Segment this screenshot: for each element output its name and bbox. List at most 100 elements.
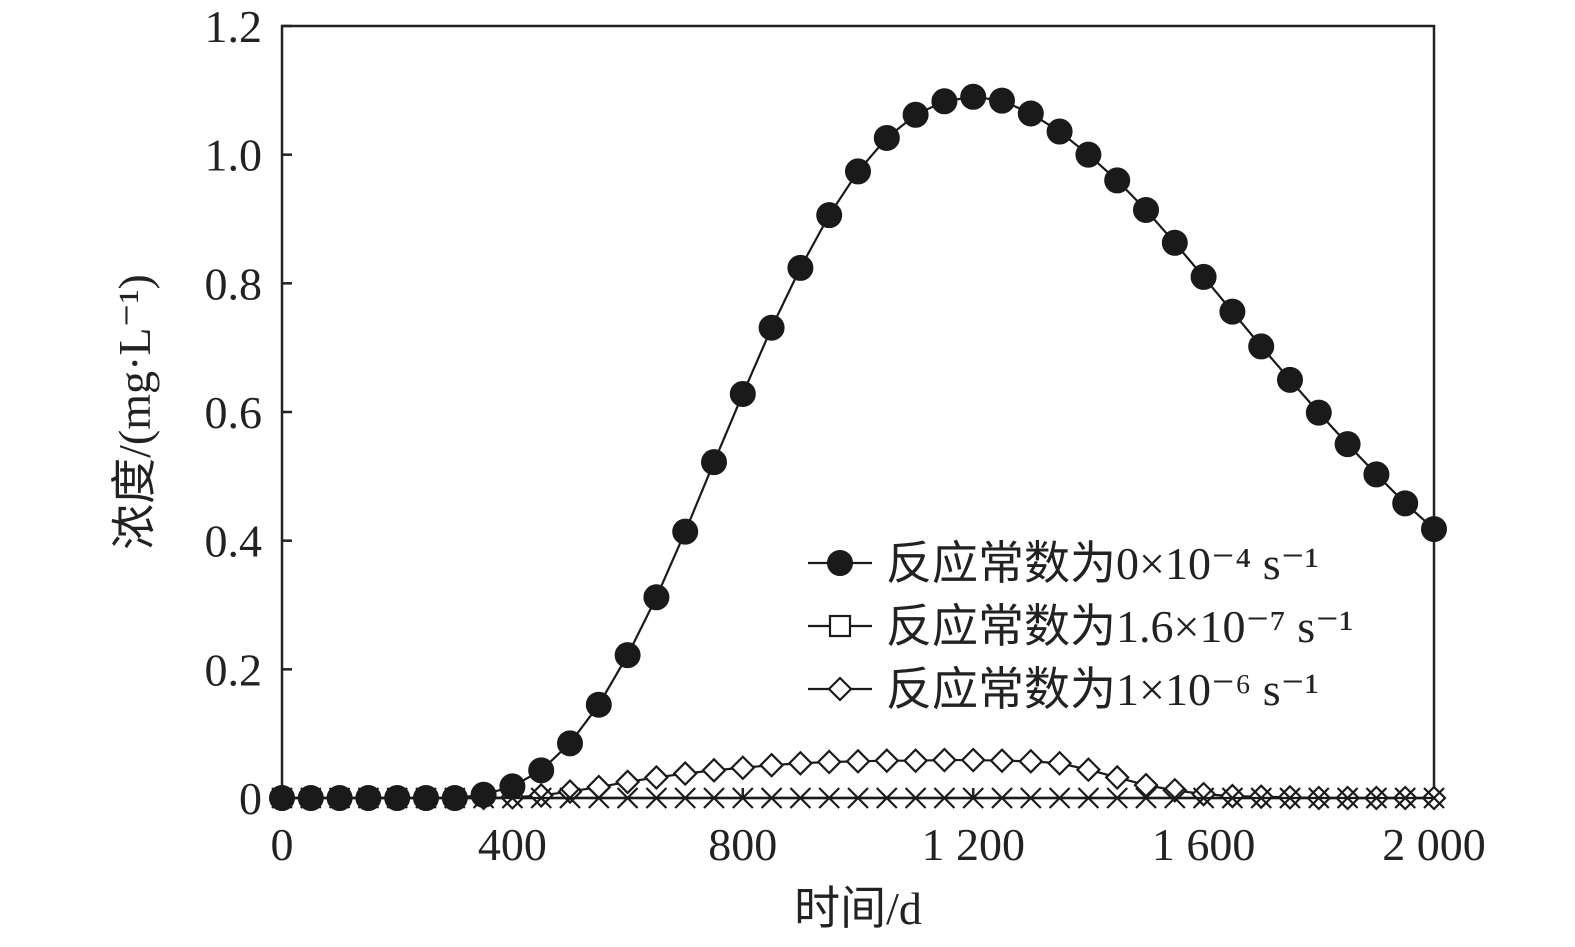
data-point-circle	[557, 730, 583, 757]
data-point-diamond	[816, 749, 842, 775]
data-point-cross	[962, 787, 984, 809]
x-axis-ticks: 0 400 800 1 200 1 600 2 000	[271, 788, 1486, 870]
data-point-circle	[787, 254, 814, 281]
data-point-diamond	[730, 755, 756, 781]
y-axis-ticks: 0 0.2 0.4 0.6 0.8 1.0 1.2	[205, 1, 292, 824]
data-point-circle	[931, 88, 958, 115]
data-point-circle	[1017, 100, 1044, 127]
data-point-cross	[1423, 787, 1445, 809]
data-point-cross	[1336, 787, 1359, 809]
data-point-circle	[499, 773, 526, 800]
x-axis-title: 时间/d	[794, 883, 922, 934]
data-point-circle	[1305, 399, 1332, 426]
data-point-circle	[470, 781, 497, 808]
data-point-circle	[1219, 298, 1246, 325]
legend-item: 反应常数为0×10⁻⁴ s⁻¹	[808, 538, 1319, 589]
data-point-diamond	[903, 748, 929, 774]
data-point-circle	[701, 449, 727, 476]
data-point-cross	[1250, 787, 1272, 809]
x-tick-label: 1 200	[921, 819, 1025, 870]
data-point-cross	[1221, 787, 1244, 809]
data-point-diamond	[586, 774, 612, 800]
data-point-cross	[1365, 787, 1388, 809]
data-point-circle	[672, 518, 699, 545]
data-point-circle	[1334, 431, 1361, 458]
data-point-diamond	[1191, 781, 1217, 807]
data-point-diamond	[845, 748, 871, 774]
x-tick-label: 800	[708, 819, 777, 870]
x-tick-label: 400	[478, 819, 547, 870]
data-point-cross	[1077, 787, 1100, 809]
legend-label: 反应常数为1.6×10⁻⁷ s⁻¹	[886, 601, 1353, 652]
y-tick-label: 1.2	[205, 1, 263, 52]
series-layer	[269, 83, 1447, 811]
data-point-cross	[789, 787, 812, 809]
data-point-circle	[902, 101, 929, 128]
data-point-circle	[1133, 196, 1159, 223]
legend-label: 反应常数为0×10⁻⁴ s⁻¹	[886, 538, 1319, 589]
data-point-diamond	[672, 760, 698, 787]
data-point-circle	[297, 785, 324, 811]
data-point-circle	[1363, 461, 1390, 488]
legend: 反应常数为0×10⁻⁴ s⁻¹ 反应常数为1.6×10⁻⁷ s⁻¹ 反应常数为1×1…	[808, 538, 1353, 715]
data-point-circle	[1277, 366, 1303, 393]
data-point-diamond	[1075, 757, 1101, 783]
y-tick-label: 0.8	[205, 258, 263, 309]
data-point-cross	[1048, 787, 1071, 809]
data-point-cross	[933, 787, 956, 809]
data-point-circle	[1248, 333, 1275, 360]
y-tick-label: 0.4	[205, 516, 263, 567]
data-point-circle	[269, 785, 295, 811]
x-tick-label: 1 600	[1152, 819, 1256, 870]
data-point-circle	[729, 380, 756, 407]
data-point-diamond	[1104, 764, 1130, 790]
data-point-cross	[904, 787, 927, 809]
data-point-diamond	[960, 747, 986, 773]
data-point-diamond	[528, 782, 554, 808]
data-point-cross	[876, 787, 898, 809]
y-tick-label: 0.6	[205, 387, 263, 438]
data-point-cross	[530, 787, 552, 809]
data-point-cross	[1020, 787, 1042, 809]
data-point-circle	[1046, 118, 1073, 145]
legend-label: 反应常数为1×10⁻⁶ s⁻¹	[886, 664, 1319, 715]
data-point-cross	[588, 787, 610, 809]
data-point-circle	[355, 785, 382, 811]
data-point-cross	[1308, 787, 1330, 809]
data-point-diamond	[1133, 772, 1159, 798]
data-point-diamond	[759, 752, 785, 778]
data-point-diamond	[874, 748, 900, 774]
data-point-diamond	[643, 764, 669, 790]
data-point-cross	[1135, 787, 1157, 809]
data-point-diamond	[787, 750, 813, 776]
data-point-circle	[827, 550, 853, 576]
data-point-cross	[1164, 787, 1186, 809]
data-point-circle	[441, 785, 468, 811]
data-point-circle	[1190, 263, 1217, 290]
data-point-circle	[989, 87, 1015, 114]
data-point-cross	[760, 787, 783, 809]
data-point-circle	[758, 314, 785, 341]
data-point-circle	[1161, 229, 1188, 256]
y-tick-label: 0.2	[205, 644, 263, 695]
data-point-circle	[1421, 516, 1447, 543]
data-point-cross	[674, 787, 696, 809]
legend-item: 反应常数为1.6×10⁻⁷ s⁻¹	[808, 601, 1353, 652]
data-point-circle	[413, 785, 439, 811]
data-point-circle	[614, 642, 641, 669]
data-point-circle	[326, 785, 353, 811]
data-point-diamond	[1047, 750, 1073, 776]
data-point-circle	[1392, 490, 1419, 517]
data-point-cross	[703, 787, 725, 809]
data-point-cross	[1279, 787, 1301, 809]
data-point-diamond	[827, 676, 853, 702]
data-point-cross	[616, 787, 639, 809]
data-point-circle	[1104, 167, 1131, 194]
data-point-diamond	[701, 757, 727, 783]
x-tick-label: 2 000	[1382, 819, 1486, 870]
y-axis-title: 浓度/(mg·L⁻¹)	[109, 274, 160, 550]
data-point-cross	[645, 787, 668, 809]
data-point-cross	[1394, 787, 1416, 809]
data-point-cross	[847, 787, 869, 809]
